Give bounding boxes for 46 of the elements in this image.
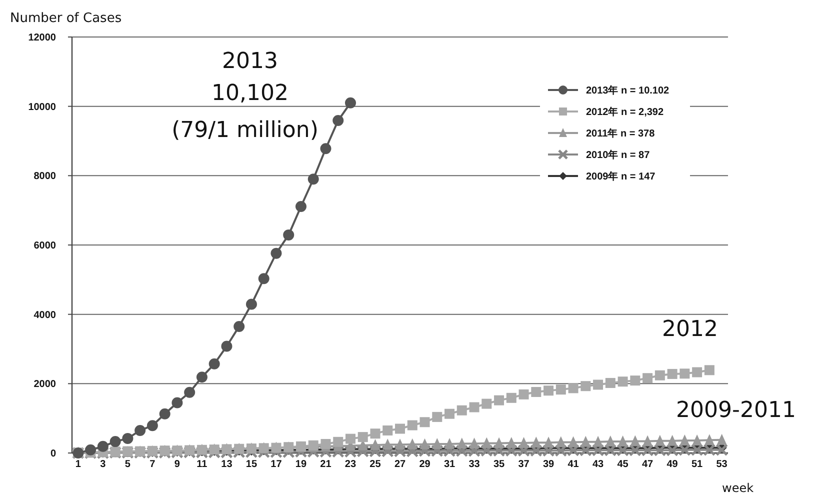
y-axis-title: Number of Cases <box>10 11 122 26</box>
x-tick-label: 39 <box>542 459 555 470</box>
annotation: (79/1 million) <box>172 118 318 143</box>
x-tick-label: 3 <box>100 459 106 470</box>
y-tick-label: 10000 <box>28 102 56 113</box>
y-tick-label: 6000 <box>34 240 56 252</box>
x-tick-label: 49 <box>666 459 678 470</box>
x-tick-label: 51 <box>691 459 704 470</box>
x-tick-label: 37 <box>518 459 530 470</box>
x-tick-label: 47 <box>642 459 654 470</box>
x-tick-label: 1 <box>75 459 82 470</box>
x-tick-label: 17 <box>270 459 282 470</box>
x-tick-label: 27 <box>394 459 406 470</box>
y-tick-label: 12000 <box>28 32 56 44</box>
y-tick-label: 4000 <box>34 310 56 321</box>
x-tick-label: 41 <box>568 459 580 470</box>
x-tick-label: 33 <box>468 459 480 470</box>
x-tick-label: 15 <box>246 459 258 470</box>
x-tick-label: 23 <box>344 459 356 470</box>
legend-label: 2009年 n = 147 <box>586 170 656 182</box>
x-tick-label: 7 <box>150 459 156 470</box>
x-tick-label: 9 <box>174 459 180 470</box>
y-tick-label: 8000 <box>34 171 56 182</box>
x-tick-label: 25 <box>370 459 382 470</box>
x-tick-label: 53 <box>716 459 728 470</box>
x-tick-label: 5 <box>124 459 131 470</box>
legend-label: 2013年 n = 10.102 <box>586 84 670 96</box>
x-axis-title: week <box>722 481 754 495</box>
legend-label: 2012年 n = 2,392 <box>586 106 664 118</box>
x-tick-label: 43 <box>592 459 604 470</box>
x-tick-label: 21 <box>320 459 332 470</box>
x-tick-label: 11 <box>196 459 208 470</box>
annotation: 2013 <box>222 49 278 74</box>
x-tick-label: 35 <box>493 459 506 470</box>
annotation: 2009-2011 <box>676 398 796 423</box>
x-tick-label: 19 <box>295 459 307 470</box>
annotation: 2012 <box>662 317 718 342</box>
annotation: 10,102 <box>212 81 288 106</box>
legend-label: 2010年 n = 87 <box>586 149 650 161</box>
x-tick-label: 13 <box>221 459 233 470</box>
x-tick-label: 31 <box>444 459 456 470</box>
y-tick-label: 2000 <box>34 379 56 390</box>
x-tick-label: 45 <box>617 459 629 470</box>
legend-label: 2011年 n = 378 <box>586 128 656 140</box>
x-tick-label: 29 <box>419 459 431 470</box>
y-tick-label: 0 <box>50 448 56 460</box>
